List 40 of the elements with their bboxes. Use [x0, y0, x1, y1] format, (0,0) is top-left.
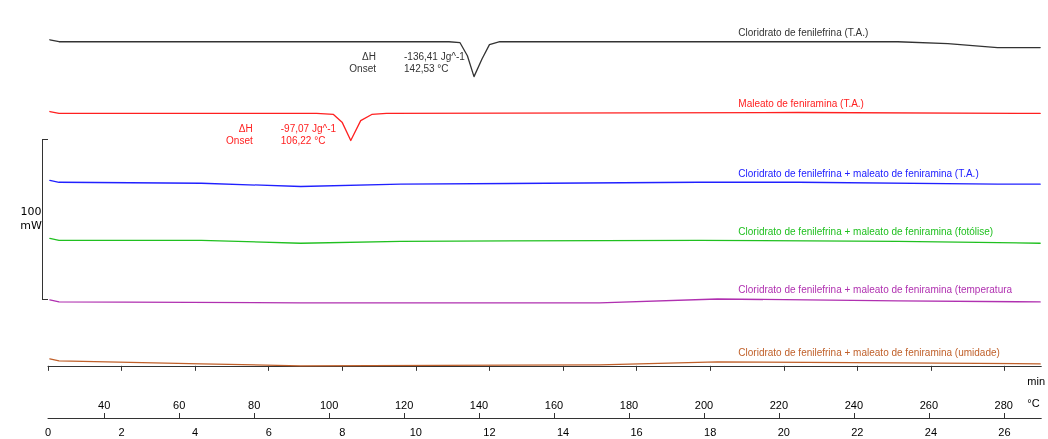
- x-axis-title: min: [1027, 375, 1046, 388]
- x2-tick-label: 180: [619, 398, 639, 411]
- x2-tick-label: 120: [394, 398, 414, 411]
- x2-tick-label: 240: [844, 398, 864, 411]
- x2-tick-label: 200: [694, 398, 714, 411]
- x2-tick-label: 160: [544, 398, 564, 411]
- x-tick-label: 16: [630, 425, 643, 438]
- x-tick-label: 10: [409, 425, 422, 438]
- x-tick-label: 4: [192, 425, 199, 438]
- series-label: Cloridrato de fenilefrina + maleato de feniramina (T.A.): [738, 167, 979, 179]
- x2-tick-label: 60: [173, 398, 186, 411]
- x2-tick-label: 260: [919, 398, 939, 411]
- x-tick-label: 26: [998, 425, 1011, 438]
- x-tick-label: 20: [777, 425, 790, 438]
- x2-axis-title: °C: [1027, 396, 1040, 409]
- series-label: Cloridrato de fenilefrina + maleato de feniramina (umidade): [738, 347, 1000, 359]
- series-label: Cloridrato de fenilefrina + maleato de feniramina (fotólise): [738, 225, 994, 237]
- series-label: Cloridrato de fenilefrina (T.A.): [738, 27, 869, 39]
- annotation: ΔH Onset: [349, 51, 377, 75]
- x-tick-label: 18: [704, 425, 717, 438]
- y-axis-title: 100 mW: [19, 205, 43, 234]
- series-label: Cloridrato de fenilefrina + maleato de feniramina (temperatura: [738, 284, 1013, 296]
- x2-tick-label: 100: [319, 398, 339, 411]
- x2-tick-label: 140: [469, 398, 489, 411]
- x2-tick-label: 80: [248, 398, 261, 411]
- x2-tick-label: 280: [994, 398, 1013, 411]
- x-tick-label: 6: [265, 425, 272, 438]
- x2-tick-label: 220: [769, 398, 789, 411]
- x-tick-label: 22: [851, 425, 864, 438]
- annotation: -136,41 Jg^-1 142,53 °C: [404, 51, 466, 75]
- x-tick-label: 24: [924, 425, 938, 438]
- x-tick-label: 0: [44, 425, 52, 438]
- annotation: -97,07 Jg^-1 106,22 °C: [280, 122, 337, 146]
- x-tick-label: 12: [483, 425, 496, 438]
- x-tick-label: 8: [339, 425, 346, 438]
- x2-tick-label: 40: [98, 398, 111, 411]
- series-label: Maleato de feniramina (T.A.): [738, 97, 864, 109]
- x-tick-label: 2: [118, 425, 125, 438]
- annotation: ΔH Onset: [226, 122, 253, 146]
- x-tick-label: 14: [556, 425, 570, 438]
